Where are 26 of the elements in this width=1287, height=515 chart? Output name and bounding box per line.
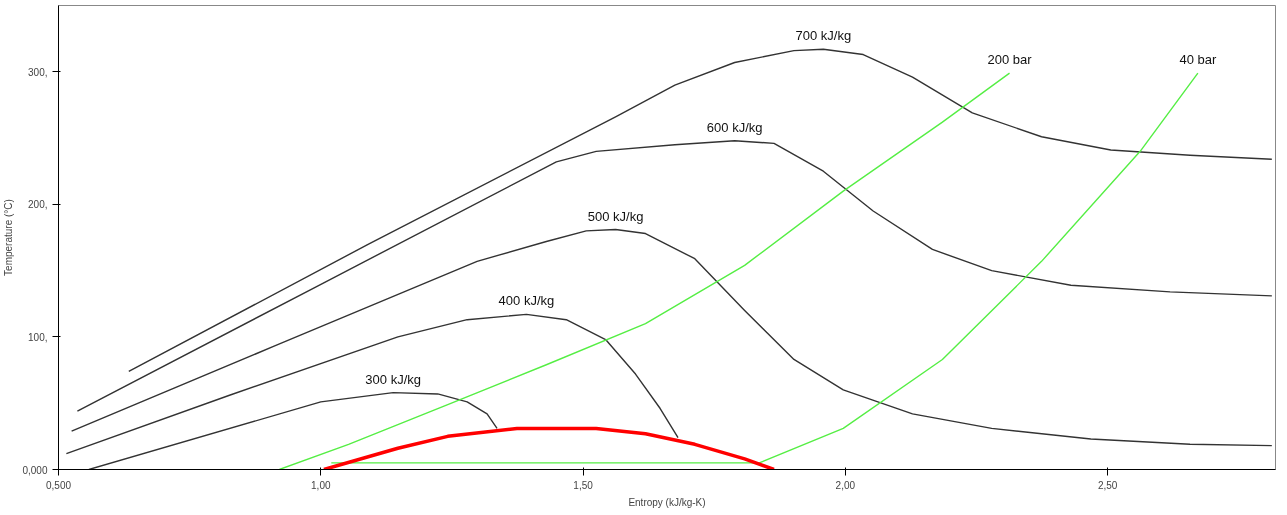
line-series xyxy=(330,72,1199,464)
series-label: 300 kJ/kg xyxy=(365,371,422,387)
y-tick-label: 100, xyxy=(28,331,48,343)
line-series xyxy=(76,140,1273,412)
y-tick-label: 200, xyxy=(28,199,48,211)
x-tick-label: 2,00 xyxy=(835,479,856,491)
line-series xyxy=(322,426,776,470)
x-tick-label: 2,50 xyxy=(1097,479,1118,491)
x-tick-label: 1,50 xyxy=(573,479,594,491)
line-series xyxy=(65,313,679,455)
line-series xyxy=(88,391,498,470)
line-series xyxy=(70,228,1273,447)
series-label: 400 kJ/kg xyxy=(498,293,555,309)
y-tick-label: 0,000 xyxy=(22,464,48,476)
series-label: 600 kJ/kg xyxy=(706,119,763,135)
x-tick-label: 0,500 xyxy=(45,479,72,491)
line-series xyxy=(278,72,1011,470)
series-label: 700 kJ/kg xyxy=(795,28,852,44)
x-axis-title: Entropy (kJ/kg-K) xyxy=(628,496,706,508)
series-label: 40 bar xyxy=(1179,52,1217,68)
series-label: 200 bar xyxy=(987,52,1033,68)
x-tick-label: 1,00 xyxy=(311,479,331,491)
series-label: 500 kJ/kg xyxy=(587,208,644,224)
line-series xyxy=(128,48,1273,373)
y-tick-label: 300, xyxy=(28,66,48,78)
y-axis-title: Temperature (°C) xyxy=(3,199,15,276)
